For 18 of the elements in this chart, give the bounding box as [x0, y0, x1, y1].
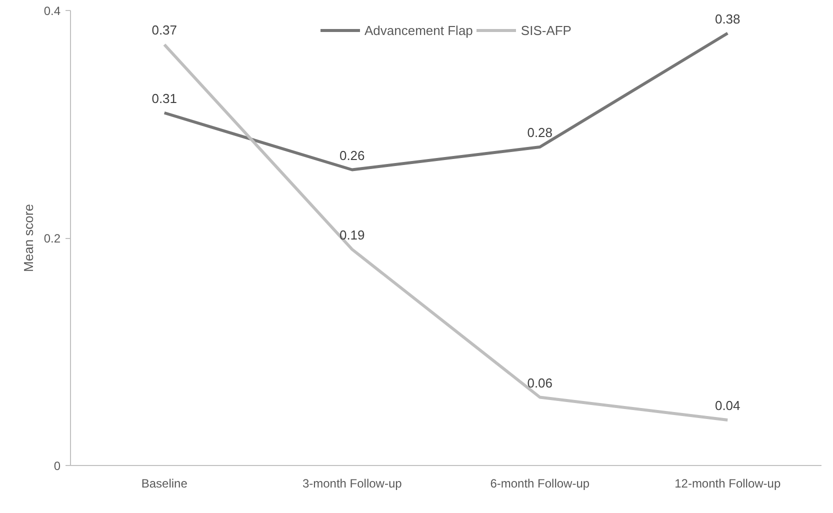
data-label: 0.31	[152, 90, 178, 106]
x-tick-label: 3-month Follow-up	[302, 476, 402, 490]
y-tick-label: 0	[54, 459, 61, 473]
x-tick-label: Baseline	[141, 476, 188, 490]
y-axis-title: Mean score	[20, 204, 36, 272]
data-label: 0.19	[339, 227, 365, 242]
data-label: 0.28	[527, 125, 553, 140]
data-label: 0.04	[714, 398, 740, 413]
legend-label: SIS-AFP	[520, 22, 572, 38]
data-label: 0.37	[152, 22, 178, 38]
legend-label: Advancement Flap	[364, 22, 473, 38]
y-tick-label: 0.2	[44, 232, 61, 246]
x-tick-label: 6-month Follow-up	[490, 476, 590, 490]
data-label: 0.38	[714, 11, 740, 26]
data-label: 0.26	[339, 148, 365, 163]
x-tick-label: 12-month Follow-up	[674, 476, 781, 490]
y-tick-label: 0.4	[44, 4, 61, 18]
data-label: 0.06	[527, 375, 553, 390]
